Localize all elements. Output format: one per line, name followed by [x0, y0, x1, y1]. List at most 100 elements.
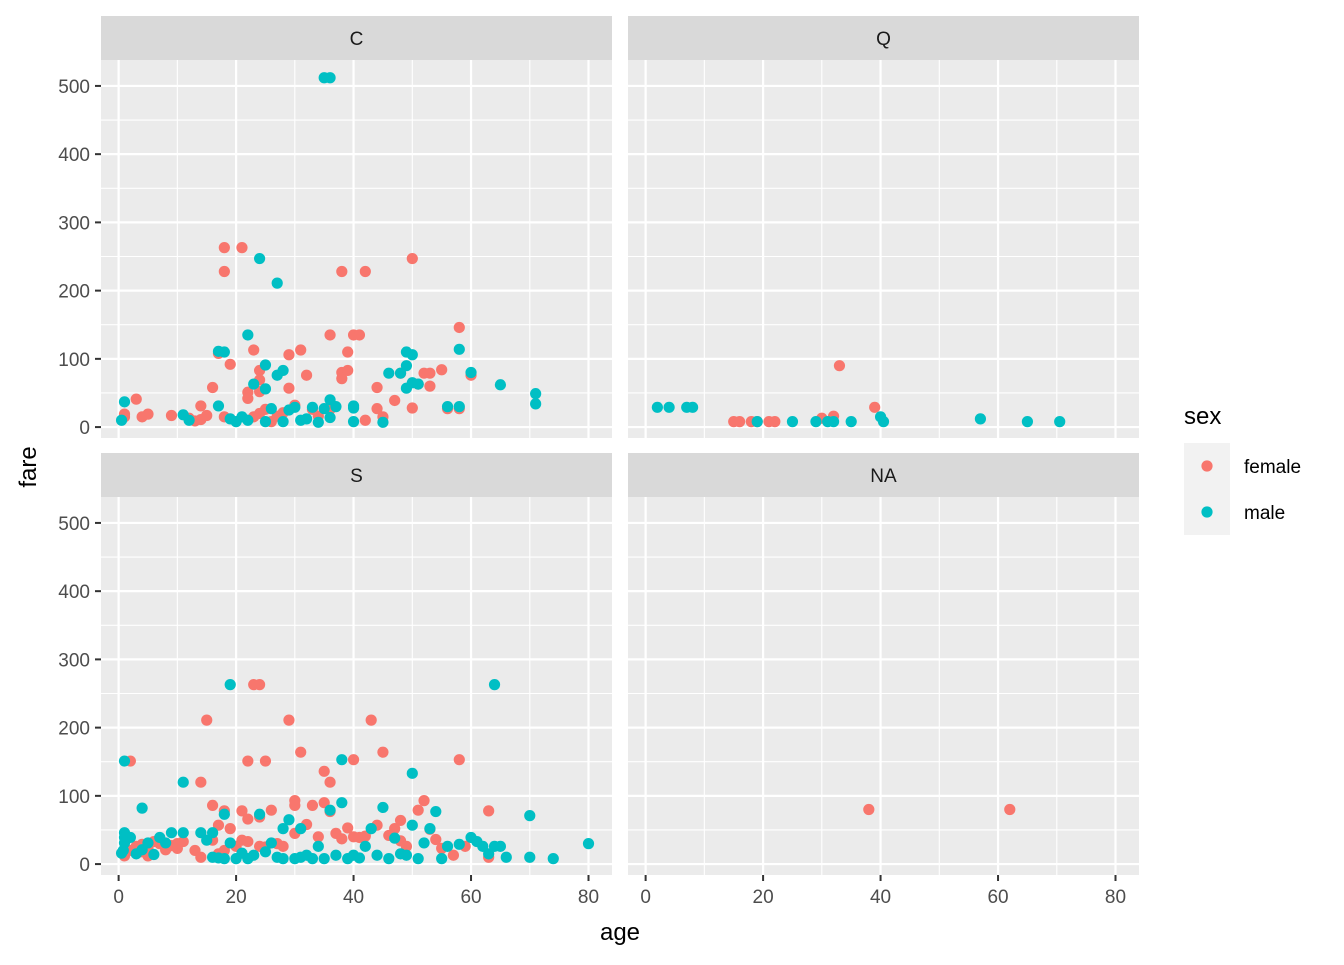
point-male	[195, 827, 207, 839]
point-male	[277, 853, 289, 865]
point-female	[336, 833, 348, 845]
point-male	[383, 367, 395, 379]
point-female	[324, 776, 336, 788]
point-male	[453, 838, 465, 850]
point-male	[277, 823, 289, 835]
point-male	[483, 848, 495, 860]
point-female	[400, 840, 413, 852]
point-male	[242, 414, 254, 426]
point-female	[430, 833, 442, 846]
point-female	[300, 369, 313, 381]
point-female	[389, 394, 401, 407]
point-female	[342, 822, 354, 834]
panel-background	[101, 60, 612, 438]
point-female	[201, 714, 213, 726]
point-male	[424, 823, 436, 835]
point-male	[477, 840, 489, 852]
point-female	[218, 844, 230, 857]
point-male	[242, 329, 254, 341]
point-female	[224, 358, 236, 370]
legend-label-female: female	[1244, 457, 1301, 478]
point-male	[206, 827, 219, 839]
point-female	[259, 755, 272, 767]
point-male	[418, 837, 430, 849]
point-male	[430, 805, 442, 818]
point-male	[224, 679, 236, 691]
point-male	[312, 416, 324, 428]
point-female	[406, 402, 418, 414]
point-female	[424, 380, 436, 392]
point-male	[177, 827, 189, 839]
point-female	[218, 265, 230, 278]
point-male	[751, 416, 763, 428]
point-male	[324, 72, 336, 84]
point-male	[687, 401, 699, 413]
facet-panel-q: Q	[628, 16, 1139, 438]
point-male	[877, 416, 890, 428]
point-female	[212, 819, 225, 831]
point-male	[212, 400, 225, 412]
point-male	[530, 398, 542, 410]
facet-strip	[628, 16, 1139, 60]
point-female	[318, 765, 330, 777]
point-male	[259, 383, 272, 395]
facet-strip-label: Q	[876, 29, 891, 50]
point-male	[248, 849, 260, 861]
point-male	[295, 823, 307, 835]
point-male	[383, 853, 395, 865]
point-female	[242, 813, 254, 825]
facet-strip	[101, 453, 612, 497]
point-male	[142, 837, 154, 849]
point-male	[1021, 416, 1034, 428]
point-female	[242, 755, 254, 767]
y-tick-label: 300	[58, 650, 90, 671]
point-male	[453, 401, 465, 413]
point-male	[436, 853, 448, 865]
point-male	[259, 359, 272, 371]
point-male	[259, 846, 272, 858]
point-male	[524, 810, 536, 822]
point-female	[283, 382, 295, 394]
point-male	[582, 838, 595, 850]
x-tick-label: 0	[113, 887, 124, 908]
point-male	[218, 346, 230, 358]
y-tick-label: 200	[58, 719, 90, 740]
point-female	[242, 835, 254, 848]
point-male	[406, 767, 418, 779]
x-tick-label: 80	[578, 887, 599, 908]
point-female	[733, 416, 746, 428]
point-male	[827, 416, 840, 428]
point-male	[253, 252, 266, 265]
point-male	[277, 364, 289, 377]
y-tick-label: 100	[58, 787, 90, 808]
point-female	[869, 401, 881, 413]
point-male	[115, 414, 128, 426]
x-tick-label: 0	[640, 887, 651, 908]
point-female	[206, 381, 219, 394]
point-female	[312, 831, 324, 843]
panel-background	[628, 60, 1139, 438]
point-male	[124, 831, 136, 844]
legend: sex female male	[1184, 403, 1301, 535]
point-male	[359, 840, 371, 852]
x-tick-label: 80	[1105, 887, 1126, 908]
point-female	[863, 803, 875, 816]
point-male	[177, 776, 189, 788]
point-female	[318, 797, 330, 809]
point-male	[253, 808, 266, 820]
point-female	[353, 329, 366, 341]
point-female	[453, 321, 465, 334]
point-female	[336, 373, 348, 385]
point-female	[418, 795, 430, 807]
point-female	[283, 349, 295, 361]
point-female	[377, 746, 389, 758]
point-male	[494, 840, 507, 852]
point-male	[1054, 416, 1066, 428]
point-female	[347, 754, 360, 766]
point-male	[371, 849, 383, 861]
point-female	[359, 414, 371, 426]
point-male	[663, 401, 675, 413]
point-male	[412, 853, 424, 865]
point-female	[436, 364, 448, 376]
